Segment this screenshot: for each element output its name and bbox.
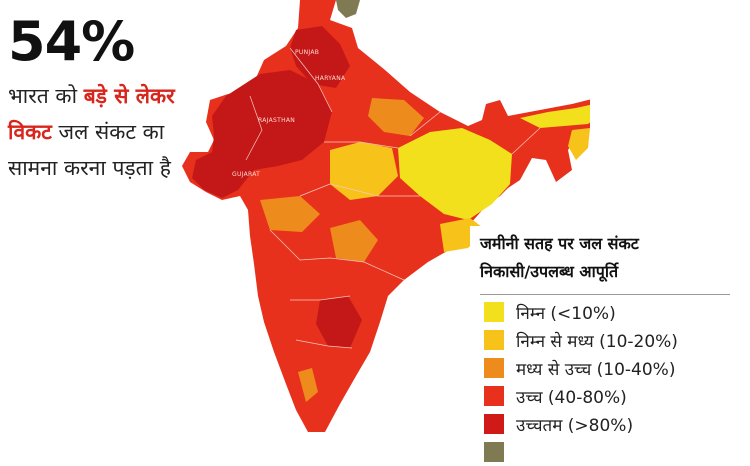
legend-label-low: निम्न (<10%) xyxy=(516,303,616,324)
state-label-gujarat: GUJARAT xyxy=(232,171,260,178)
india-map: PUNJAB HARYANA RAJASTHAN GUJARAT xyxy=(182,0,590,432)
map-region-very-high-south xyxy=(316,296,362,348)
legend-item-arid xyxy=(484,438,516,466)
map-region-medium-kerala xyxy=(298,368,318,402)
state-label-rajasthan: RAJASTHAN xyxy=(258,117,295,124)
legend-swatch-very-high xyxy=(484,414,504,434)
map-region-medium-ganga xyxy=(368,98,424,136)
map-region-arid xyxy=(336,0,360,18)
state-label-punjab: PUNJAB xyxy=(295,49,319,56)
legend-title-line1: जमीनी सतह पर जल संकट xyxy=(480,234,639,253)
map-region-low-northeast xyxy=(520,104,590,128)
headline-percent: 54% xyxy=(8,10,135,73)
legend-swatch-medium-high xyxy=(484,358,504,378)
caption-text: भारत को xyxy=(8,84,84,108)
map-region-medium-central xyxy=(260,196,320,232)
map-region-low-medium-central xyxy=(330,142,398,200)
caption-highlight: बड़े से लेकर विकट xyxy=(8,84,175,144)
legend-swatch-low xyxy=(484,302,504,322)
legend-label-medium-high: मध्य से उच्च (10-40%) xyxy=(516,359,676,380)
legend-swatch-low-medium xyxy=(484,330,504,350)
legend-divider xyxy=(480,294,730,295)
map-region-very-high-north xyxy=(290,26,350,88)
state-label-haryana: HARYANA xyxy=(315,75,346,82)
legend-label-low-medium: निम्न से मध्य (10-20%) xyxy=(516,331,678,352)
legend: जमीनी सतह पर जल संकट निकासी/उपलब्ध आपूर्… xyxy=(470,226,750,462)
legend-title: जमीनी सतह पर जल संकट निकासी/उपलब्ध आपूर्… xyxy=(480,230,750,286)
legend-item-medium-high: मध्य से उच्च (10-40%) xyxy=(484,354,675,382)
map-region-low-east xyxy=(398,128,512,220)
legend-item-low-medium: निम्न से मध्य (10-20%) xyxy=(484,326,678,354)
legend-title-line2: निकासी/उपलब्ध आपूर्ति xyxy=(480,262,619,281)
legend-swatch-high xyxy=(484,386,504,406)
headline-caption: भारत को बड़े से लेकर विकट जल संकट का साम… xyxy=(8,78,198,186)
legend-label-high: उच्च (40-80%) xyxy=(516,387,627,408)
map-region-very-high-nw xyxy=(192,70,332,198)
legend-swatch-arid xyxy=(484,442,504,462)
legend-item-low: निम्न (<10%) xyxy=(484,298,616,326)
legend-label-very-high: उच्चतम (>80%) xyxy=(516,415,634,436)
caption-text-end: जल संकट का सामना करना पड़ता है xyxy=(8,120,171,180)
legend-item-high: उच्च (40-80%) xyxy=(484,382,627,410)
state-borders xyxy=(245,47,541,349)
map-region-low-medium-northeast xyxy=(568,128,590,160)
legend-item-very-high: उच्चतम (>80%) xyxy=(484,410,633,438)
headline-block: 54% भारत को बड़े से लेकर विकट जल संकट का… xyxy=(8,14,198,186)
map-region-medium-deccan xyxy=(330,220,378,262)
